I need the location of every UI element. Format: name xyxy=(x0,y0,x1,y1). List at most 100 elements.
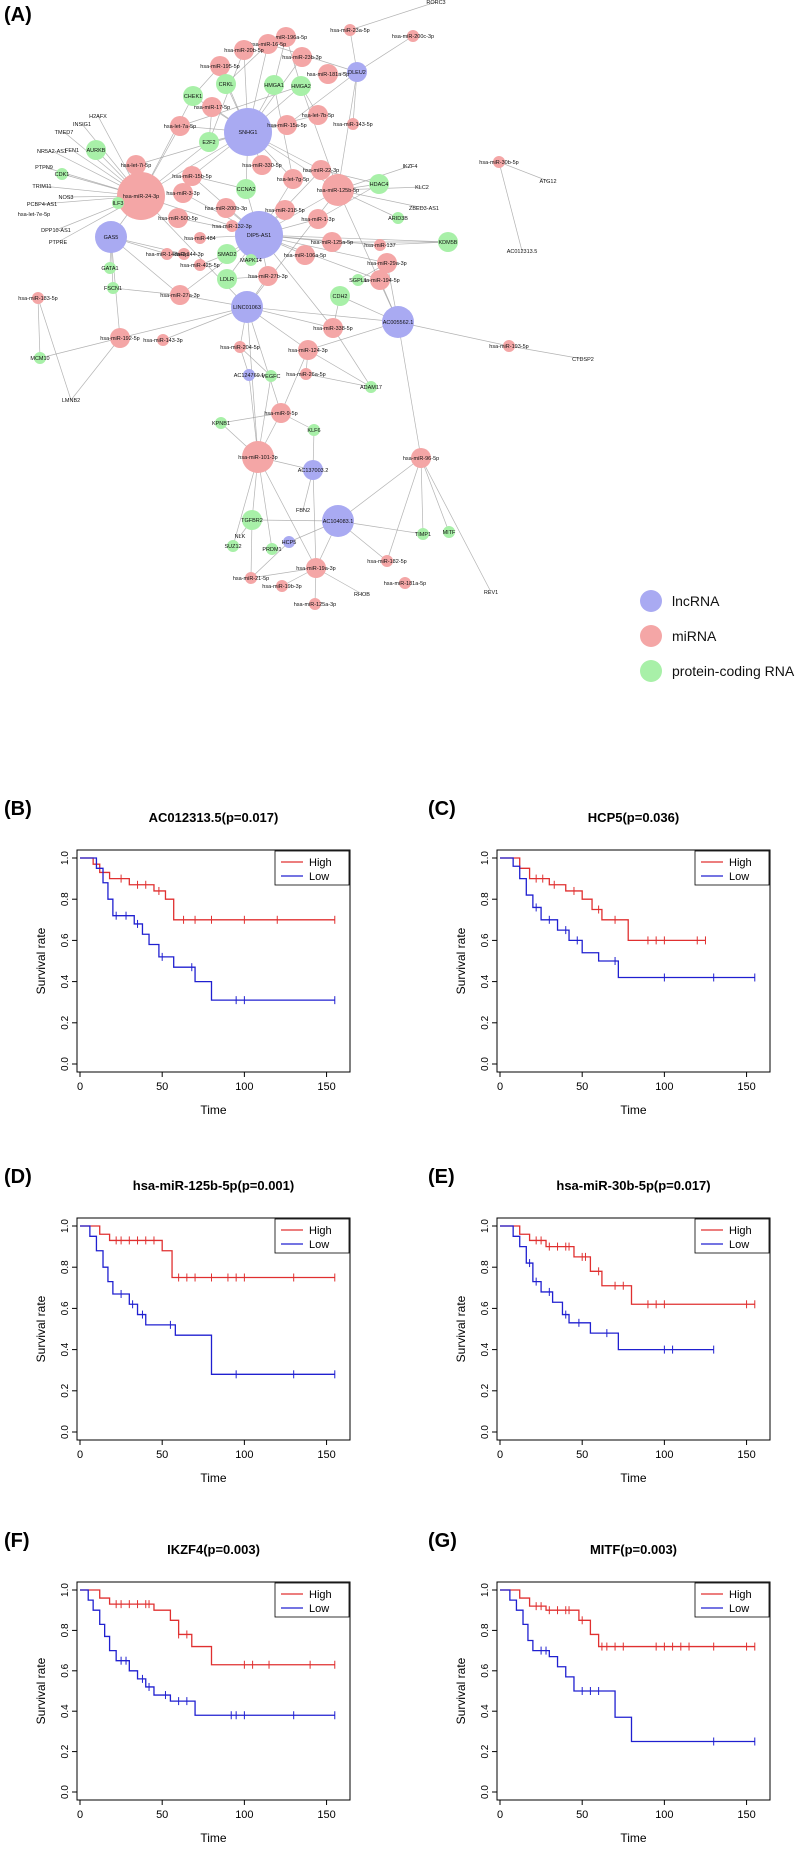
node-miRNA xyxy=(311,160,331,180)
node-label: hsa-miR-218-5p xyxy=(265,208,304,214)
node-miRNA xyxy=(234,341,246,353)
network-edge xyxy=(246,306,282,414)
node-label: TGFBR2 xyxy=(241,518,263,524)
node-miRNA xyxy=(161,248,173,260)
y-tick-label: 0.8 xyxy=(60,892,71,906)
km-curve-low xyxy=(500,1589,755,1743)
network-edge xyxy=(420,457,492,593)
node-label: PRDM1 xyxy=(262,547,281,553)
node-miRNA xyxy=(216,198,236,218)
network-edge xyxy=(349,1,437,31)
node-label: AC124769.1 xyxy=(234,373,265,379)
network-edge xyxy=(332,327,372,388)
node-label: hsa-miR-182-5p xyxy=(367,559,406,565)
node-label: REV1 xyxy=(484,590,498,596)
network-node: hsa-miR-137 xyxy=(364,239,396,251)
node-lncRNA xyxy=(322,505,354,537)
network-node: hsa-miR-1-3p xyxy=(301,209,335,229)
node-label: CDK1 xyxy=(55,172,70,178)
legend-label: Low xyxy=(309,1603,329,1615)
node-protein xyxy=(217,269,237,289)
plot-frame xyxy=(496,1581,771,1801)
node-miRNA xyxy=(322,174,354,206)
network-node: hsa-miR-16-5p xyxy=(250,34,286,54)
y-tick-label: 0.6 xyxy=(60,1663,71,1677)
km-curve-high xyxy=(80,1225,335,1279)
node-label: RHOB xyxy=(354,592,370,598)
network-edge xyxy=(337,189,399,323)
node-lncRNA xyxy=(243,369,255,381)
node-label: RORC3 xyxy=(426,0,445,6)
chart-title: HCP5(p=0.036) xyxy=(588,810,679,825)
node-miRNA xyxy=(277,115,297,135)
network-node: hsa-miR-132-3p xyxy=(212,220,252,232)
x-axis: 0 50 100 150 xyxy=(77,1800,336,1821)
x-axis-label: Time xyxy=(200,1471,227,1485)
network-node: HMGA1 xyxy=(264,75,284,95)
node-protein xyxy=(107,282,119,294)
censor-marks-high xyxy=(115,1600,336,1669)
y-tick-label: 0.4 xyxy=(60,974,71,988)
node-label: ARID3B xyxy=(388,216,408,222)
network-node: HCP5 xyxy=(282,536,296,548)
node-miRNA xyxy=(300,368,312,380)
legend-label: miRNA xyxy=(672,628,717,644)
node-label: hsa-miR-23b-3p xyxy=(282,55,321,61)
y-tick-label: 1.0 xyxy=(60,1219,71,1233)
km-plot-mir30b: hsa-miR-30b-5p(p=0.017)0 50 100 150Time0.00… xyxy=(454,1178,771,1485)
panel-label-e: (E) xyxy=(428,1166,455,1188)
network-node: hsa-miR-204-5p xyxy=(220,341,260,353)
node-miRNA xyxy=(344,24,356,36)
x-tick-label: 100 xyxy=(235,1081,253,1093)
node-label: hsa-miR-20b-5p xyxy=(224,48,263,54)
node-miRNA xyxy=(399,577,411,589)
network-edge xyxy=(498,161,549,182)
node-label: hsa-miR-106a-5p xyxy=(284,253,327,259)
node-miRNA xyxy=(258,34,278,54)
y-tick-label: 0.8 xyxy=(480,1260,491,1274)
network-edge xyxy=(397,321,510,347)
network-edge xyxy=(70,337,121,401)
node-miRNA xyxy=(322,232,342,252)
node-label: H2AFX xyxy=(89,114,107,120)
node-miRNA xyxy=(503,340,515,352)
y-tick-label: 0.8 xyxy=(60,1260,71,1274)
censor-marks-high xyxy=(535,1602,756,1651)
node-miRNA xyxy=(242,441,274,473)
node-label: hsa-miR-96-5p xyxy=(403,456,439,462)
node-miRNA xyxy=(245,572,257,584)
y-tick-label: 0.6 xyxy=(480,933,491,947)
network-node: hsa-miR-200b-3p xyxy=(205,198,247,218)
node-label: hsa-miR-21-5p xyxy=(233,576,269,582)
node-miRNA xyxy=(258,266,278,286)
x-tick-label: 50 xyxy=(156,1081,168,1093)
node-label: ILF3 xyxy=(112,201,123,207)
legend-label: Low xyxy=(729,1603,749,1615)
network-node: PRDM1 xyxy=(262,543,282,555)
node-label: hsa-miR-183-5p xyxy=(18,296,57,302)
node-miRNA xyxy=(252,155,272,175)
chart-title: hsa-miR-30b-5p(p=0.017) xyxy=(556,1178,710,1193)
y-tick-label: 0.2 xyxy=(60,1383,71,1397)
network-node: hsa-miR-218-5p xyxy=(265,200,305,220)
y-tick-label: 0.0 xyxy=(480,1425,491,1439)
node-label: LINC01063 xyxy=(233,305,261,311)
x-tick-label: 100 xyxy=(655,1081,673,1093)
legend-marker-miRNA xyxy=(640,625,662,647)
network-node: hsa-miR-24-3p xyxy=(117,172,165,220)
y-tick-label: 0.4 xyxy=(480,974,491,988)
node-label: hsa-miR-27b-3p xyxy=(248,274,287,280)
network-node: hsa-miR-181a-5p xyxy=(384,577,426,589)
network-edge xyxy=(379,241,449,246)
x-axis-label: Time xyxy=(200,1831,227,1845)
network-node: hsa-miR-27b-3p xyxy=(248,266,288,286)
node-label: AC012313.5 xyxy=(507,249,538,255)
y-tick-label: 0.0 xyxy=(480,1057,491,1071)
node-protein xyxy=(56,168,68,180)
legend-label: High xyxy=(729,857,752,869)
panel-label-a: (A) xyxy=(4,4,32,26)
legend-box xyxy=(274,1218,350,1254)
y-axis: 0.0 0.2 0.4 0.6 0.8 1.0 xyxy=(480,1583,497,1799)
network-edge xyxy=(337,457,422,522)
node-miRNA xyxy=(173,183,193,203)
